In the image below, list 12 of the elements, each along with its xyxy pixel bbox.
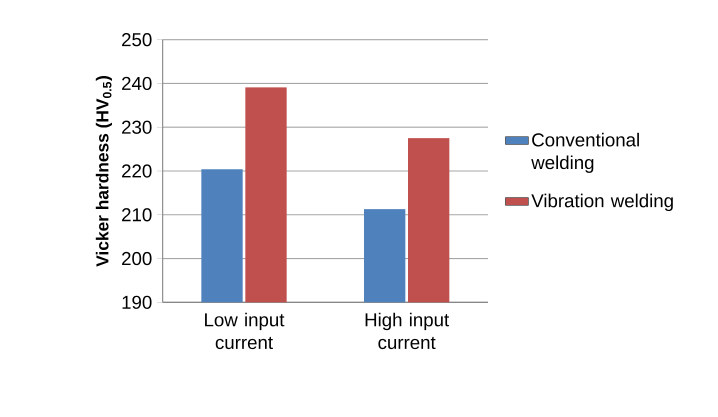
y-tick-label: 240 [122,76,152,90]
x-tick-label: High input current [366,312,450,350]
y-tick-label: 190 [122,296,152,309]
y-tick-label: 220 [122,164,152,178]
legend-label: Conventional welding [531,132,639,173]
y-tick-label: 230 [122,120,152,134]
x-tick-label: Low input current [205,312,284,350]
legend-label: Vibration welding [531,194,673,212]
y-tick-label: 200 [122,252,152,266]
y-axis-title: Vicker hardness (HV$_{0.5}$) [96,76,112,267]
y-tick-label: 250 [122,33,152,46]
y-tick-label: 210 [122,208,152,222]
